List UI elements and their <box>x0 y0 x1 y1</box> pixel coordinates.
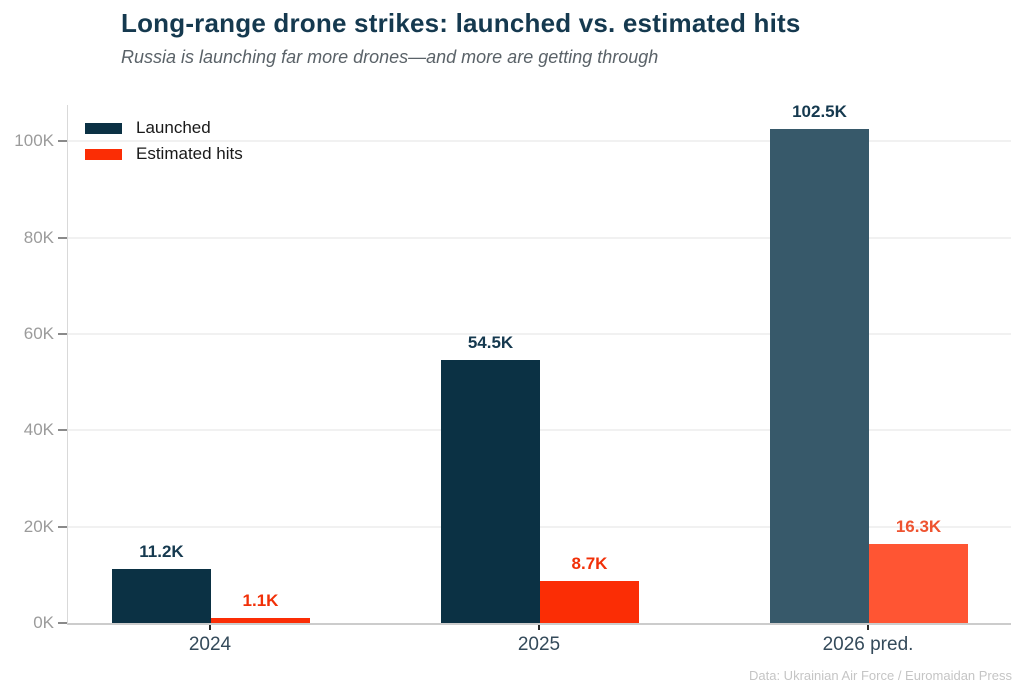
y-axis-label-60k: 60K <box>23 323 54 343</box>
bar-estimated-hits-2025 <box>540 581 639 623</box>
chart-title: Long-range drone strikes: launched vs. e… <box>121 8 801 38</box>
legend-swatch-launched <box>85 122 122 134</box>
y-axis-tick-80k <box>58 236 67 239</box>
y-axis-tick-100k <box>58 140 67 143</box>
gridline-60k <box>68 332 1011 335</box>
legend-item-estimated-hits: Estimated hits <box>85 141 243 167</box>
bar-launched-2026-pred <box>770 129 869 623</box>
y-axis-label-80k: 80K <box>23 227 54 247</box>
x-axis-label-2025: 2025 <box>517 634 561 655</box>
bar-value-estimated-hits-2024: 1.1K <box>242 590 279 610</box>
y-axis-label-0k: 0K <box>33 613 54 632</box>
y-axis-tick-40k <box>58 429 67 432</box>
legend-swatch-estimated-hits <box>85 148 122 160</box>
legend-label-launched: Launched <box>136 118 211 137</box>
plot-area: Launched Estimated hits 11.2K 54.5K 102.5K… <box>67 102 1011 625</box>
x-axis-tick-2026-pred <box>867 625 869 630</box>
gridline-80k <box>68 236 1011 239</box>
bar-estimated-hits-2024 <box>211 617 310 623</box>
x-axis-label-2026-pred: 2026 pred. <box>822 634 914 655</box>
y-axis-tick-20k <box>58 525 67 528</box>
x-axis-tick-2025 <box>538 625 540 630</box>
bar-value-launched-2025: 54.5K <box>467 333 514 353</box>
bar-value-launched-2024: 11.2K <box>139 542 184 562</box>
bar-launched-2024 <box>112 569 211 623</box>
bar-launched-2025 <box>441 360 540 623</box>
legend-item-launched: Launched <box>85 115 243 141</box>
bar-value-estimated-hits-2025: 8.7K <box>571 554 608 574</box>
y-axis-label-40k: 40K <box>23 420 54 440</box>
legend-label-estimated-hits: Estimated hits <box>136 144 243 163</box>
x-axis-label-2024: 2024 <box>188 634 232 655</box>
bar-value-launched-2026-pred: 102.5K <box>792 102 847 122</box>
y-axis-tick-0k <box>58 622 67 624</box>
y-axis-label-20k: 20K <box>23 516 54 536</box>
legend: Launched Estimated hits <box>85 115 243 167</box>
y-axis-label-100k: 100K <box>14 131 54 151</box>
bar-estimated-hits-2026-pred <box>869 544 968 623</box>
chart-subtitle: Russia is launching far more drones—and … <box>121 47 659 67</box>
y-axis-tick-60k <box>58 332 67 335</box>
gridline-100k <box>68 140 1011 143</box>
x-axis-tick-2024 <box>209 625 211 630</box>
source-note: Data: Ukrainian Air Force / Euromaidan P… <box>749 668 1012 683</box>
bar-value-estimated-hits-2026-pred: 16.3K <box>895 517 942 537</box>
